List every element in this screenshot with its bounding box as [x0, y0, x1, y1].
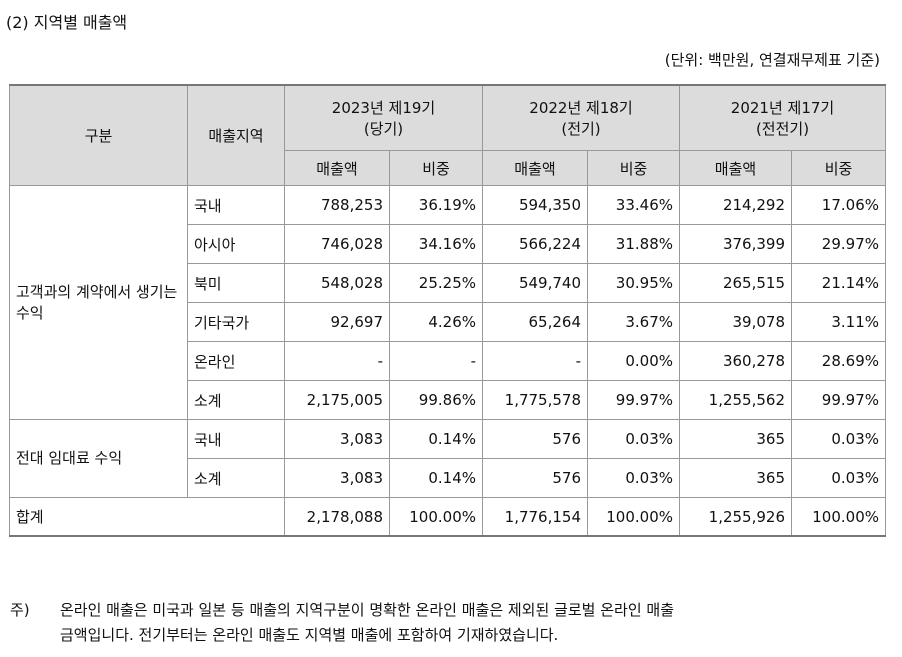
table-row: 기타국가 92,697 4.26% 65,264 3.67% 39,078 3.11% [10, 302, 886, 342]
value-cell: 0.03% [791, 419, 886, 459]
footnote-line: 온라인 매출은 미국과 일본 등 매출의 지역구분이 명확한 온라인 매출은 제… [60, 601, 674, 619]
total-cell: 1,776,154 [482, 497, 588, 537]
value-cell: 92,697 [284, 302, 390, 342]
value-cell: 4.26% [389, 302, 483, 342]
header-year-2022: 2022년 제18기 (전기) [482, 84, 680, 151]
total-label: 합계 [9, 497, 285, 537]
region-cell: 북미 [187, 263, 285, 303]
footnote: 주) 온라인 매출은 미국과 일본 등 매출의 지역구분이 명확한 온라인 매출은… [10, 598, 674, 648]
header-sales: 매출액 [482, 150, 588, 186]
table-row: 온라인 - - -0.00% 360,278 28.69% [10, 341, 886, 381]
table-row: 소계 3,083 0.14% 576 0.03% 365 0.03% [10, 458, 886, 498]
regional-sales-table: 구분 매출지역 2023년 제19기 (당기) 2022년 제18기 (전기) 20… [9, 84, 886, 537]
value-cell: 17.06% [791, 185, 886, 225]
value-cell: 65,264 [482, 302, 588, 342]
header-category: 구분 [9, 84, 188, 186]
value-cell: 548,028 [284, 263, 390, 303]
value-cell: 376,399 [679, 224, 792, 264]
total-cell: 1,255,926 [679, 497, 792, 537]
value-cell: 0.14% [389, 458, 483, 498]
value-cell: 746,028 [284, 224, 390, 264]
value-cell: 99.86% [389, 380, 483, 420]
total-cell: 100.00% [791, 497, 886, 537]
value-cell: 3,083 [284, 419, 390, 459]
value-cell: 30.95% [587, 263, 680, 303]
section-title: (2) 지역별 매출액 [6, 13, 128, 32]
footnote-line: 금액입니다. 전기부터는 온라인 매출도 지역별 매출에 포함하여 기재하였습니… [60, 626, 559, 644]
value-cell: 576 [482, 419, 588, 459]
region-cell: 국내 [187, 419, 285, 459]
value-cell: 594,350 [482, 185, 588, 225]
value-cell: 29.97% [791, 224, 886, 264]
table-row: 소계 2,175,005 99.86% 1,775,578 99.97% 1,255,56… [10, 380, 886, 420]
value-cell: 25.25% [389, 263, 483, 303]
region-cell: 온라인 [187, 341, 285, 381]
value-cell: 2,175,005 [284, 380, 390, 420]
value-cell: 549,740 [482, 263, 588, 303]
value-cell: 34.16% [389, 224, 483, 264]
header-ratio: 비중 [389, 150, 483, 186]
value-cell: 33.46% [587, 185, 680, 225]
value-cell: 576 [482, 458, 588, 498]
total-row: 합계 2,178,088 100.00% 1,776,154 100.00% 1… [9, 497, 886, 537]
value-cell: 360,278 [679, 341, 792, 381]
total-cell: 100.00% [587, 497, 680, 537]
group-label: 전대 임대료 수익 [9, 419, 188, 498]
footnote-mark: 주) [10, 601, 30, 619]
value-cell: 99.97% [587, 380, 680, 420]
region-cell: 소계 [187, 380, 285, 420]
header-ratio: 비중 [791, 150, 886, 186]
value-cell: 39,078 [679, 302, 792, 342]
value-cell: 566,224 [482, 224, 588, 264]
value-cell: 265,515 [679, 263, 792, 303]
value-cell: 0.14% [389, 419, 483, 459]
header-sales: 매출액 [284, 150, 390, 186]
header-year-2021: 2021년 제17기 (전전기) [679, 84, 886, 151]
region-cell: 국내 [187, 185, 285, 225]
total-cell: 2,178,088 [284, 497, 390, 537]
region-cell: 소계 [187, 458, 285, 498]
value-cell: 3,083 [284, 458, 390, 498]
value-cell: 0.03% [587, 419, 680, 459]
value-cell: 99.97% [791, 380, 886, 420]
value-cell: 28.69% [791, 341, 886, 381]
table-row: 아시아 746,028 34.16% 566,224 31.88% 376,399 29.9… [10, 224, 886, 264]
value-cell: 1,255,562 [679, 380, 792, 420]
value-cell: 31.88% [587, 224, 680, 264]
value-cell: 365 [679, 458, 792, 498]
header-ratio: 비중 [587, 150, 680, 186]
value-cell: 21.14% [791, 263, 886, 303]
header-year-2023: 2023년 제19기 (당기) [284, 84, 483, 151]
table-row: 고객과의 계약에서 생기는 수익 국내 788,253 36.19% 594,350 33… [9, 185, 886, 420]
group-label: 고객과의 계약에서 생기는 수익 [9, 185, 188, 420]
table-row: 북미 548,028 25.25% 549,740 30.95% 265,515 21.14… [10, 263, 886, 303]
value-cell: 3.11% [791, 302, 886, 342]
value-cell: - [389, 341, 483, 381]
value-cell: 1,775,578 [482, 380, 588, 420]
header-sales: 매출액 [679, 150, 792, 186]
total-cell: 100.00% [389, 497, 483, 537]
region-cell: 기타국가 [187, 302, 285, 342]
value-cell: 788,253 [284, 185, 390, 225]
value-cell: - [482, 341, 588, 381]
unit-label: (단위: 백만원, 연결재무제표 기준) [664, 51, 880, 69]
header-region: 매출지역 [187, 84, 285, 186]
value-cell: 3.67% [587, 302, 680, 342]
value-cell: 0.00% [587, 341, 680, 381]
value-cell: 365 [679, 419, 792, 459]
table-row: 전대 임대료 수익 국내 3,083 0.14% 576 0.03% 365 0.03% [9, 419, 886, 498]
value-cell: 0.03% [791, 458, 886, 498]
region-cell: 아시아 [187, 224, 285, 264]
value-cell: 36.19% [389, 185, 483, 225]
value-cell: - [284, 341, 390, 381]
value-cell: 0.03% [587, 458, 680, 498]
value-cell: 214,292 [679, 185, 792, 225]
